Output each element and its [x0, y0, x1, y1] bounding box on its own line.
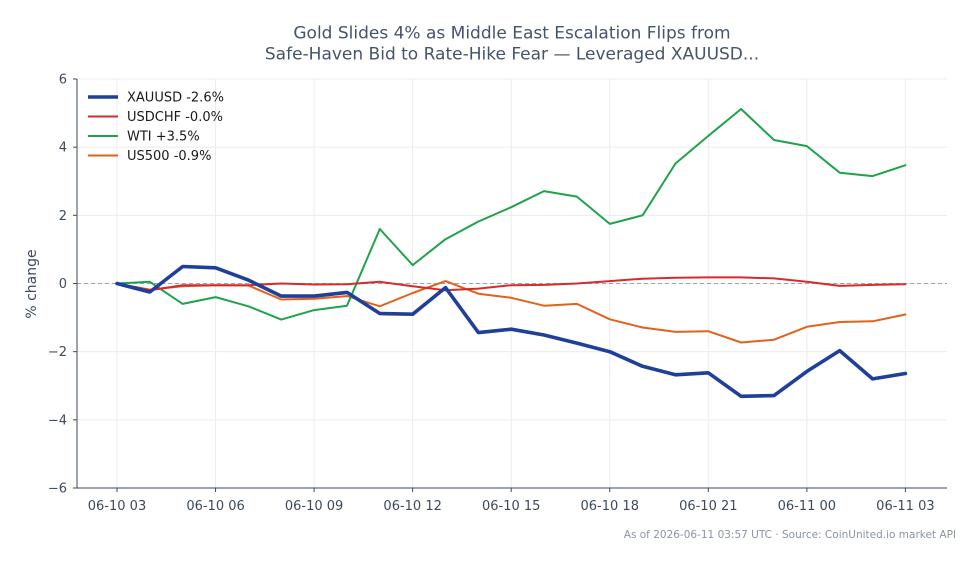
x-tick-label: 06-10 09	[285, 499, 343, 514]
y-axis-ticks: 6 4 2 0 −2 −4 −6	[48, 73, 77, 497]
series-line-xauusd	[115, 264, 908, 399]
legend: XAUUSD -2.6% USDCHF -0.0% WTI +3.5% US500 -…	[88, 91, 224, 164]
y-tick-label: −4	[48, 413, 67, 428]
chart-title-line-1: Gold Slides 4% as Middle East Escalation…	[293, 24, 730, 44]
y-tick-label: 2	[59, 209, 67, 224]
x-tick-label: 06-10 15	[482, 499, 540, 514]
y-tick-label: −6	[48, 482, 67, 497]
legend-label-us500: US500 -0.9%	[127, 149, 211, 164]
legend-label-wti: WTI +3.5%	[127, 130, 200, 145]
series-line-usdchf	[116, 276, 907, 292]
x-axis-ticks: 06-10 03 06-10 06 06-10 09 06-10 12 06-10 15…	[88, 488, 935, 514]
source-footer: As of 2026-06-11 03:57 UTC · Source: Coi…	[624, 529, 956, 541]
legend-label-xauusd: XAUUSD -2.6%	[127, 91, 224, 106]
series-lines	[115, 108, 908, 399]
x-tick-label: 06-10 03	[88, 499, 146, 514]
y-tick-label: 0	[59, 277, 67, 292]
x-tick-label: 06-10 18	[581, 499, 639, 514]
x-tick-label: 06-10 06	[186, 499, 244, 514]
y-axis-label: % change	[24, 249, 40, 318]
legend-label-usdchf: USDCHF -0.0%	[127, 110, 223, 125]
x-tick-label: 06-11 03	[876, 499, 934, 514]
y-tick-label: 6	[59, 73, 67, 88]
x-tick-label: 06-11 00	[778, 499, 836, 514]
x-tick-label: 06-10 21	[679, 499, 737, 514]
x-tick-label: 06-10 12	[383, 499, 441, 514]
series-line-wti	[116, 108, 907, 321]
chart-title-line-2: Safe-Haven Bid to Rate-Hike Fear — Lever…	[265, 45, 759, 65]
y-tick-label: −2	[48, 345, 67, 360]
y-tick-label: 4	[59, 141, 67, 156]
